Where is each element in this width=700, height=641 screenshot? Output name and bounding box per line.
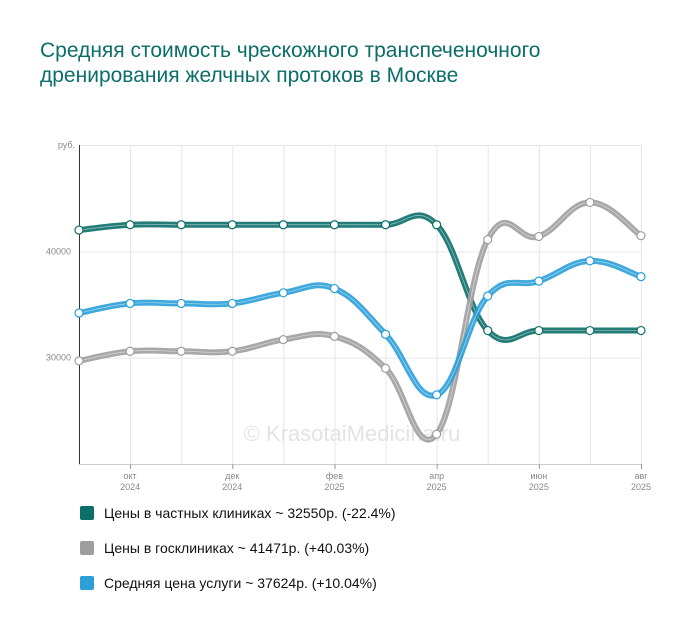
data-point (227, 346, 237, 356)
series-line-1 (76, 199, 644, 443)
x-tick-label: 2025 (324, 482, 344, 492)
data-point (585, 325, 595, 336)
data-point (278, 288, 288, 298)
x-tick-label: 2025 (529, 482, 549, 492)
x-tick-label: июн (530, 471, 547, 481)
data-point (483, 235, 493, 245)
data-point (227, 298, 237, 309)
data-point (534, 231, 544, 242)
data-point (380, 329, 391, 339)
grid-layer (79, 145, 642, 464)
legend-swatch (80, 541, 94, 555)
data-point (380, 220, 391, 230)
data-point (278, 220, 288, 230)
y-tick-label: 40000 (46, 246, 71, 256)
legend-label: Цены в госклиниках ~ 41471р. (+40.03%) (104, 540, 370, 556)
x-tick-label: фев (326, 471, 343, 481)
series-line-highlight-1 (78, 202, 642, 440)
x-tick-label: 2025 (427, 482, 447, 492)
legend: Цены в частных клиниках ~ 32550р. (-22.4… (80, 505, 396, 610)
data-point (329, 331, 340, 341)
legend-swatch (80, 506, 94, 520)
data-point (483, 325, 493, 336)
data-point (74, 308, 84, 318)
series-line-0 (76, 212, 644, 343)
chart-title: Средняя стоимость чрескожного транспечен… (40, 39, 541, 87)
data-point (534, 325, 544, 336)
data-point (636, 271, 646, 282)
data-point (432, 429, 442, 439)
x-tick-label: авг (634, 471, 648, 481)
y-tick-label: 30000 (46, 353, 71, 363)
axes-layer: руб.3000040000окт2024дек2024фев2025апр20… (46, 140, 651, 492)
data-point (74, 225, 84, 235)
data-point (329, 220, 340, 230)
data-point (585, 256, 595, 266)
data-point (176, 220, 186, 230)
data-point (125, 298, 135, 309)
x-tick-label: 2024 (120, 482, 140, 492)
data-point (329, 283, 340, 294)
data-point (636, 231, 646, 241)
data-point (534, 276, 544, 286)
data-point (227, 220, 237, 230)
data-point (636, 325, 646, 336)
data-point (432, 390, 442, 400)
data-point (278, 334, 288, 345)
legend-item-private[interactable]: Цены в частных клиниках ~ 32550р. (-22.4… (80, 505, 396, 521)
legend-item-average[interactable]: Средняя цена услуги ~ 37624р. (+10.04%) (80, 575, 396, 591)
data-point (125, 220, 135, 230)
x-tick-label: дек (225, 471, 239, 481)
x-tick-label: апр (429, 471, 444, 481)
data-point (585, 197, 595, 208)
data-point (432, 220, 442, 230)
legend-swatch (80, 576, 94, 590)
data-point (176, 298, 186, 309)
line-chart: © KrasotaiMedicina.ru руб.3000040000окт2… (46, 140, 651, 492)
series-line-highlight-0 (78, 214, 641, 341)
legend-label: Средняя цена услуги ~ 37624р. (+10.04%) (104, 575, 377, 591)
x-tick-label: 2024 (222, 482, 242, 492)
series-layer (74, 197, 646, 443)
data-point (125, 346, 135, 356)
x-tick-label: окт (124, 471, 137, 481)
legend-label: Цены в частных клиниках ~ 32550р. (-22.4… (104, 505, 396, 521)
data-point (483, 291, 493, 301)
y-axis-unit-label: руб. (58, 140, 75, 150)
data-point (380, 363, 391, 373)
x-tick-label: 2025 (631, 482, 651, 492)
data-point (176, 346, 186, 356)
legend-item-public[interactable]: Цены в госклиниках ~ 41471р. (+40.03%) (80, 540, 396, 556)
data-point (74, 356, 84, 366)
